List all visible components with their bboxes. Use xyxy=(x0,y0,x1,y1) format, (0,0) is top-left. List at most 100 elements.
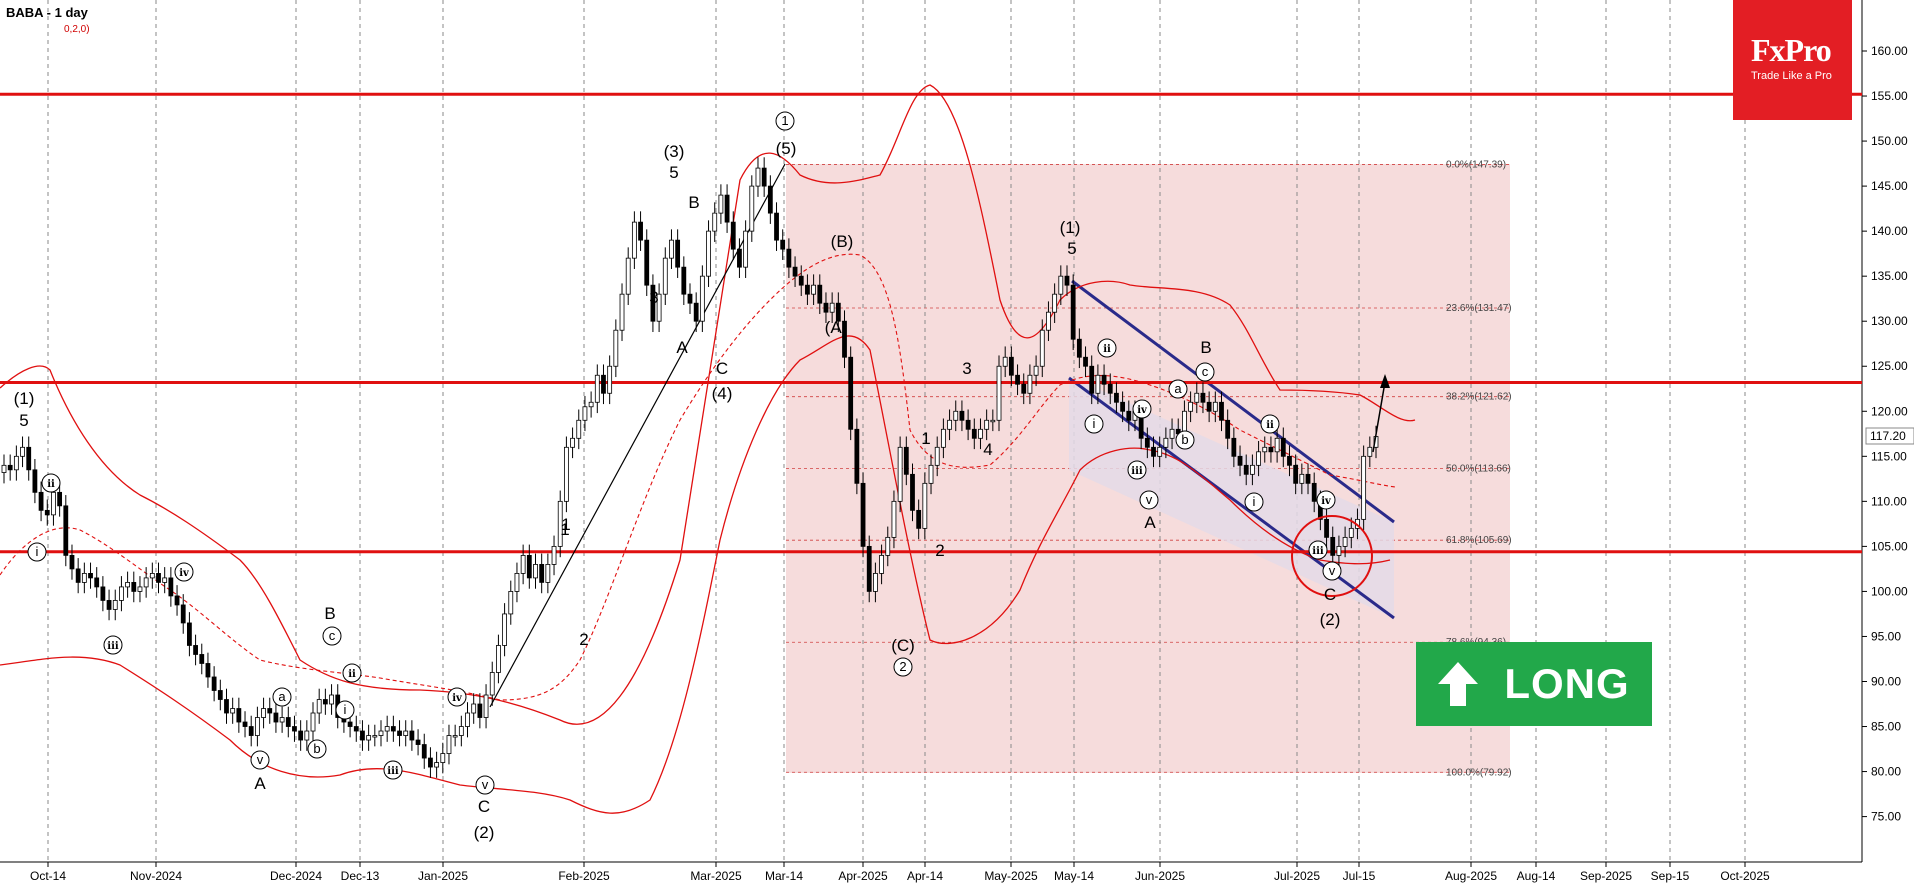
candle-body xyxy=(273,712,279,723)
wave-label: B xyxy=(688,193,699,212)
candle-body xyxy=(996,365,1002,421)
candle-body xyxy=(984,419,990,430)
wave-circle xyxy=(41,473,61,493)
candle-body xyxy=(267,708,273,714)
wave-label: B xyxy=(1200,338,1211,357)
candle-body xyxy=(767,185,773,214)
y-tick-label: 100.00 xyxy=(1871,584,1908,598)
candle-body xyxy=(971,428,977,439)
candle-body xyxy=(724,194,730,223)
x-tick-label: Oct-14 xyxy=(30,869,66,883)
wave-label-circled: iii xyxy=(383,760,403,780)
wave-circle-text: a xyxy=(278,689,286,704)
candle-body xyxy=(625,257,631,295)
candle-body xyxy=(1070,284,1076,340)
wave-circle xyxy=(1322,561,1342,581)
chart-title: BABA - 1 day xyxy=(6,5,89,20)
candle-body xyxy=(1256,451,1261,466)
wave-circle xyxy=(335,700,355,720)
candle-body xyxy=(1107,383,1113,394)
wave-labels: (1)5(3)5B3AC(4)1(5)(B)(A)(C)21234(1)5BAC… xyxy=(14,111,1342,842)
candle-body xyxy=(965,419,971,430)
wave-circle xyxy=(1316,490,1336,510)
wave-label: (2) xyxy=(474,823,495,842)
wave-circle xyxy=(1244,492,1264,512)
candle-body xyxy=(292,726,297,732)
candle-body xyxy=(897,446,903,502)
candle-body xyxy=(347,721,353,727)
candle-body xyxy=(174,595,180,606)
candle-body xyxy=(835,302,841,322)
candles xyxy=(1,157,1379,778)
candle-body xyxy=(38,491,44,511)
candle-body xyxy=(1336,545,1342,556)
candle-body xyxy=(563,446,569,502)
wave-label: C xyxy=(716,359,728,378)
candle-body xyxy=(1163,437,1169,448)
wave-circle-text: c xyxy=(329,628,336,643)
fib-level-label: 100.0%(79.92) xyxy=(1446,767,1512,778)
x-tick-label: Oct-2025 xyxy=(1720,869,1770,883)
candle-body xyxy=(156,573,161,583)
y-tick-label: 85.00 xyxy=(1871,720,1901,734)
candle-body xyxy=(211,676,217,691)
candle-body xyxy=(811,284,817,295)
candle-body xyxy=(662,257,668,295)
x-tick-label: Jun-2025 xyxy=(1135,869,1185,883)
candle-body xyxy=(1231,437,1237,457)
candle-body xyxy=(1046,311,1051,331)
candle-body xyxy=(1243,464,1249,475)
candle-body xyxy=(891,500,897,538)
candle-body xyxy=(279,717,285,723)
fib-level-label: 50.0%(113.66) xyxy=(1446,463,1511,474)
candle-body xyxy=(953,410,959,421)
candle-body xyxy=(100,586,106,601)
candle-body xyxy=(224,699,229,714)
candle-body xyxy=(137,586,143,592)
candle-body xyxy=(934,446,940,466)
wave-circle xyxy=(307,739,327,759)
candle-body xyxy=(928,464,934,484)
wave-circle-text: i xyxy=(1093,416,1096,431)
candle-body xyxy=(1188,401,1193,412)
wave-circle-text: i xyxy=(36,544,39,559)
candle-body xyxy=(187,622,192,646)
wave-circle-text: b xyxy=(313,741,320,756)
wave-circle-text: ii xyxy=(348,669,356,680)
upper-band xyxy=(0,84,1416,725)
candle-body xyxy=(1330,536,1336,556)
wave-label: 5 xyxy=(19,411,28,430)
wave-label: 5 xyxy=(669,163,678,182)
wave-label: 4 xyxy=(983,440,992,459)
highlight-circle xyxy=(1291,515,1373,597)
candle-body xyxy=(440,753,446,763)
candle-body xyxy=(644,239,650,286)
y-tick-label: 125.00 xyxy=(1871,359,1908,373)
x-tick-label: Apr-14 xyxy=(907,869,943,883)
wave-circle-text: v xyxy=(1146,492,1153,507)
candle-body xyxy=(922,482,928,529)
wave-label-circled: iii xyxy=(1308,540,1328,560)
candle-body xyxy=(298,730,304,741)
x-tick-label: Dec-13 xyxy=(341,869,380,883)
candle-body xyxy=(860,482,866,547)
wave-circle xyxy=(1175,430,1195,450)
y-tick-label: 155.00 xyxy=(1871,89,1908,103)
candle-body xyxy=(1033,365,1039,376)
wave-circle-text: i xyxy=(344,702,347,717)
wave-label: (4) xyxy=(712,384,733,403)
candle-body xyxy=(749,185,755,232)
candle-body xyxy=(1299,473,1305,484)
candle-body xyxy=(514,573,520,592)
candle-body xyxy=(805,284,810,295)
candle-body xyxy=(143,577,149,588)
candle-body xyxy=(51,491,56,516)
candle-body xyxy=(638,221,643,241)
fib-level-label: 61.8%(105.69) xyxy=(1446,535,1512,546)
wave-label-circled: 1 xyxy=(775,111,795,131)
candle-body xyxy=(539,563,545,583)
candle-body xyxy=(378,730,384,736)
candle-body xyxy=(508,591,514,615)
candle-body xyxy=(823,302,829,313)
candle-body xyxy=(13,455,19,471)
